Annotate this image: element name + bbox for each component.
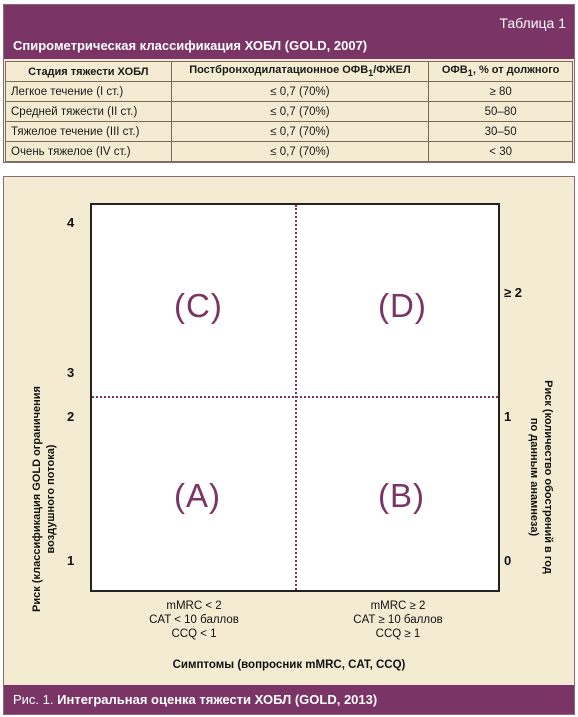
quadrant-b-label: (B): [378, 477, 425, 514]
quadrant-c-label: (C): [174, 287, 223, 324]
left-tick-1: 1: [67, 553, 75, 568]
cell-ratio: ≤ 0,7 (70%): [170, 81, 430, 102]
gold-assessment-figure: (C) (D) (A) (B) 4 3 2 1 ≥ 2 1 0 Риск (кл…: [3, 176, 575, 715]
header-fev: ОФВ1, % от должного: [428, 61, 573, 82]
figure-caption: Рис. 1. Интегральная оценка тяжести ХОБЛ…: [4, 685, 574, 714]
x-group-high-symptoms: mMRC ≥ 2 CAT ≥ 10 баллов CCQ ≥ 1: [353, 600, 443, 640]
table-row: Тяжелое течение (III ст.) ≤ 0,7 (70%) 30…: [5, 121, 573, 142]
cell-stage: Легкое течение (I ст.): [5, 81, 172, 102]
table-row: Средней тяжести (II ст.) ≤ 0,7 (70%) 50–…: [5, 101, 573, 122]
cell-fev: 50–80: [428, 101, 573, 122]
header-stage: Стадия тяжести ХОБЛ: [5, 61, 172, 82]
caption-title: Интегральная оценка тяжести ХОБЛ (GOLD, …: [57, 692, 378, 707]
cell-stage: Средней тяжести (II ст.): [5, 101, 172, 122]
cell-fev: ≥ 80: [428, 81, 573, 102]
cell-fev: < 30: [428, 141, 573, 162]
table-row: Легкое течение (I ст.) ≤ 0,7 (70%) ≥ 80: [5, 81, 573, 102]
cell-stage: Очень тяжелое (IV ст.): [5, 141, 172, 162]
table-header-row: Стадия тяжести ХОБЛ Постбронходилатацион…: [5, 61, 573, 82]
right-tick-0: 0: [504, 553, 512, 568]
cell-stage: Тяжелое течение (III ст.): [5, 121, 172, 142]
right-tick-ge2: ≥ 2: [504, 285, 522, 300]
quadrant-plot: (C) (D) (A) (B): [90, 203, 500, 592]
cell-ratio: ≤ 0,7 (70%): [170, 141, 430, 162]
table-header: Таблица 1 Спирометрическая классификация…: [4, 5, 574, 59]
spirometry-table-block: Таблица 1 Спирометрическая классификация…: [3, 4, 575, 163]
table-title: Спирометрическая классификация ХОБЛ (GOL…: [13, 38, 368, 53]
cell-ratio: ≤ 0,7 (70%): [170, 121, 430, 142]
left-tick-4: 4: [67, 215, 75, 230]
table-row: Очень тяжелое (IV ст.) ≤ 0,7 (70%) < 30: [5, 141, 573, 162]
quadrant-a-label: (A): [174, 477, 221, 514]
x-axis-label: Симптомы (вопросник mMRC, CAT, CCQ): [172, 659, 406, 671]
cell-ratio: ≤ 0,7 (70%): [170, 101, 430, 122]
left-tick-3: 3: [67, 365, 75, 380]
quadrant-d-label: (D): [378, 287, 427, 324]
table-number: Таблица 1: [499, 15, 566, 31]
right-tick-1: 1: [504, 409, 512, 424]
x-group-low-symptoms: mMRC < 2 CAT < 10 баллов CCQ < 1: [149, 600, 239, 640]
cell-fev: 30–50: [428, 121, 573, 142]
left-tick-2: 2: [67, 409, 75, 424]
header-ratio: Постбронходилатационное ОФВ1/ФЖЕЛ: [170, 61, 430, 82]
y-axis-left-label: Риск (классификация GOLD ограничения воз…: [31, 386, 57, 612]
caption-prefix: Рис. 1.: [13, 692, 54, 707]
spirometry-table: Стадия тяжести ХОБЛ Постбронходилатацион…: [5, 61, 573, 162]
horizontal-divider: [92, 396, 498, 398]
y-axis-right-label: Риск (количество обострений в год по дан…: [528, 380, 554, 574]
